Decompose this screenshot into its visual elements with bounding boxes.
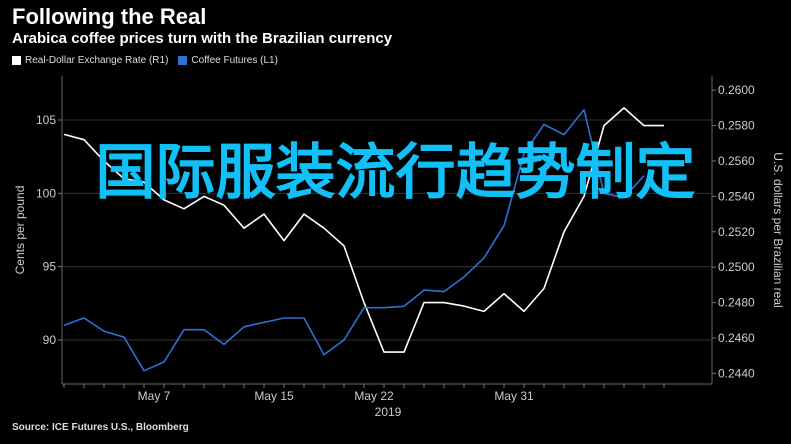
legend-item-coffee-futures: Coffee Futures (L1)	[178, 55, 278, 66]
right-tick-label: 0.2440	[718, 366, 755, 380]
right-tick-label: 0.2460	[718, 331, 755, 345]
left-tick-label: 90	[43, 333, 57, 347]
x-tick-label: May 15	[254, 389, 294, 403]
right-tick-label: 0.2560	[718, 154, 755, 168]
right-tick-label: 0.2500	[718, 260, 755, 274]
right-tick-label: 0.2580	[718, 119, 755, 133]
right-tick-label: 0.2520	[718, 225, 755, 239]
x-year-label: 2019	[375, 405, 402, 419]
overlay-watermark-text: 国际服装流行趋势制定	[95, 138, 696, 208]
right-tick-label: 0.2600	[718, 83, 755, 97]
right-axis-title: U.S. dollars per Brazilian real	[771, 152, 785, 307]
left-axis-title: Cents per pound	[13, 186, 27, 275]
legend-swatch-coffee-futures	[178, 56, 188, 65]
chart-title: Following the Real	[12, 4, 207, 29]
legend-swatch-exchange-rate	[12, 56, 21, 65]
left-tick-label: 95	[43, 260, 57, 274]
x-tick-label: May 31	[494, 389, 534, 403]
legend-label-coffee-futures: Coffee Futures (L1)	[191, 55, 278, 66]
x-tick-label: May 22	[354, 389, 394, 403]
series-line-coffee-futures	[63, 108, 645, 372]
x-tick-label: May 7	[138, 389, 171, 403]
source-note: Source: ICE Futures U.S., Bloomberg	[12, 422, 189, 433]
right-tick-label: 0.2540	[718, 189, 755, 203]
legend-label-exchange-rate: Real-Dollar Exchange Rate (R1)	[25, 55, 169, 66]
legend: Real-Dollar Exchange Rate (R1) Coffee Fu…	[12, 55, 278, 66]
series-line-exchange-rate	[63, 107, 664, 353]
chart-subtitle: Arabica coffee prices turn with the Braz…	[12, 30, 393, 47]
right-tick-label: 0.2480	[718, 296, 755, 310]
left-tick-label: 100	[36, 186, 56, 200]
legend-item-exchange-rate: Real-Dollar Exchange Rate (R1)	[12, 55, 168, 66]
left-tick-label: 105	[36, 113, 56, 127]
